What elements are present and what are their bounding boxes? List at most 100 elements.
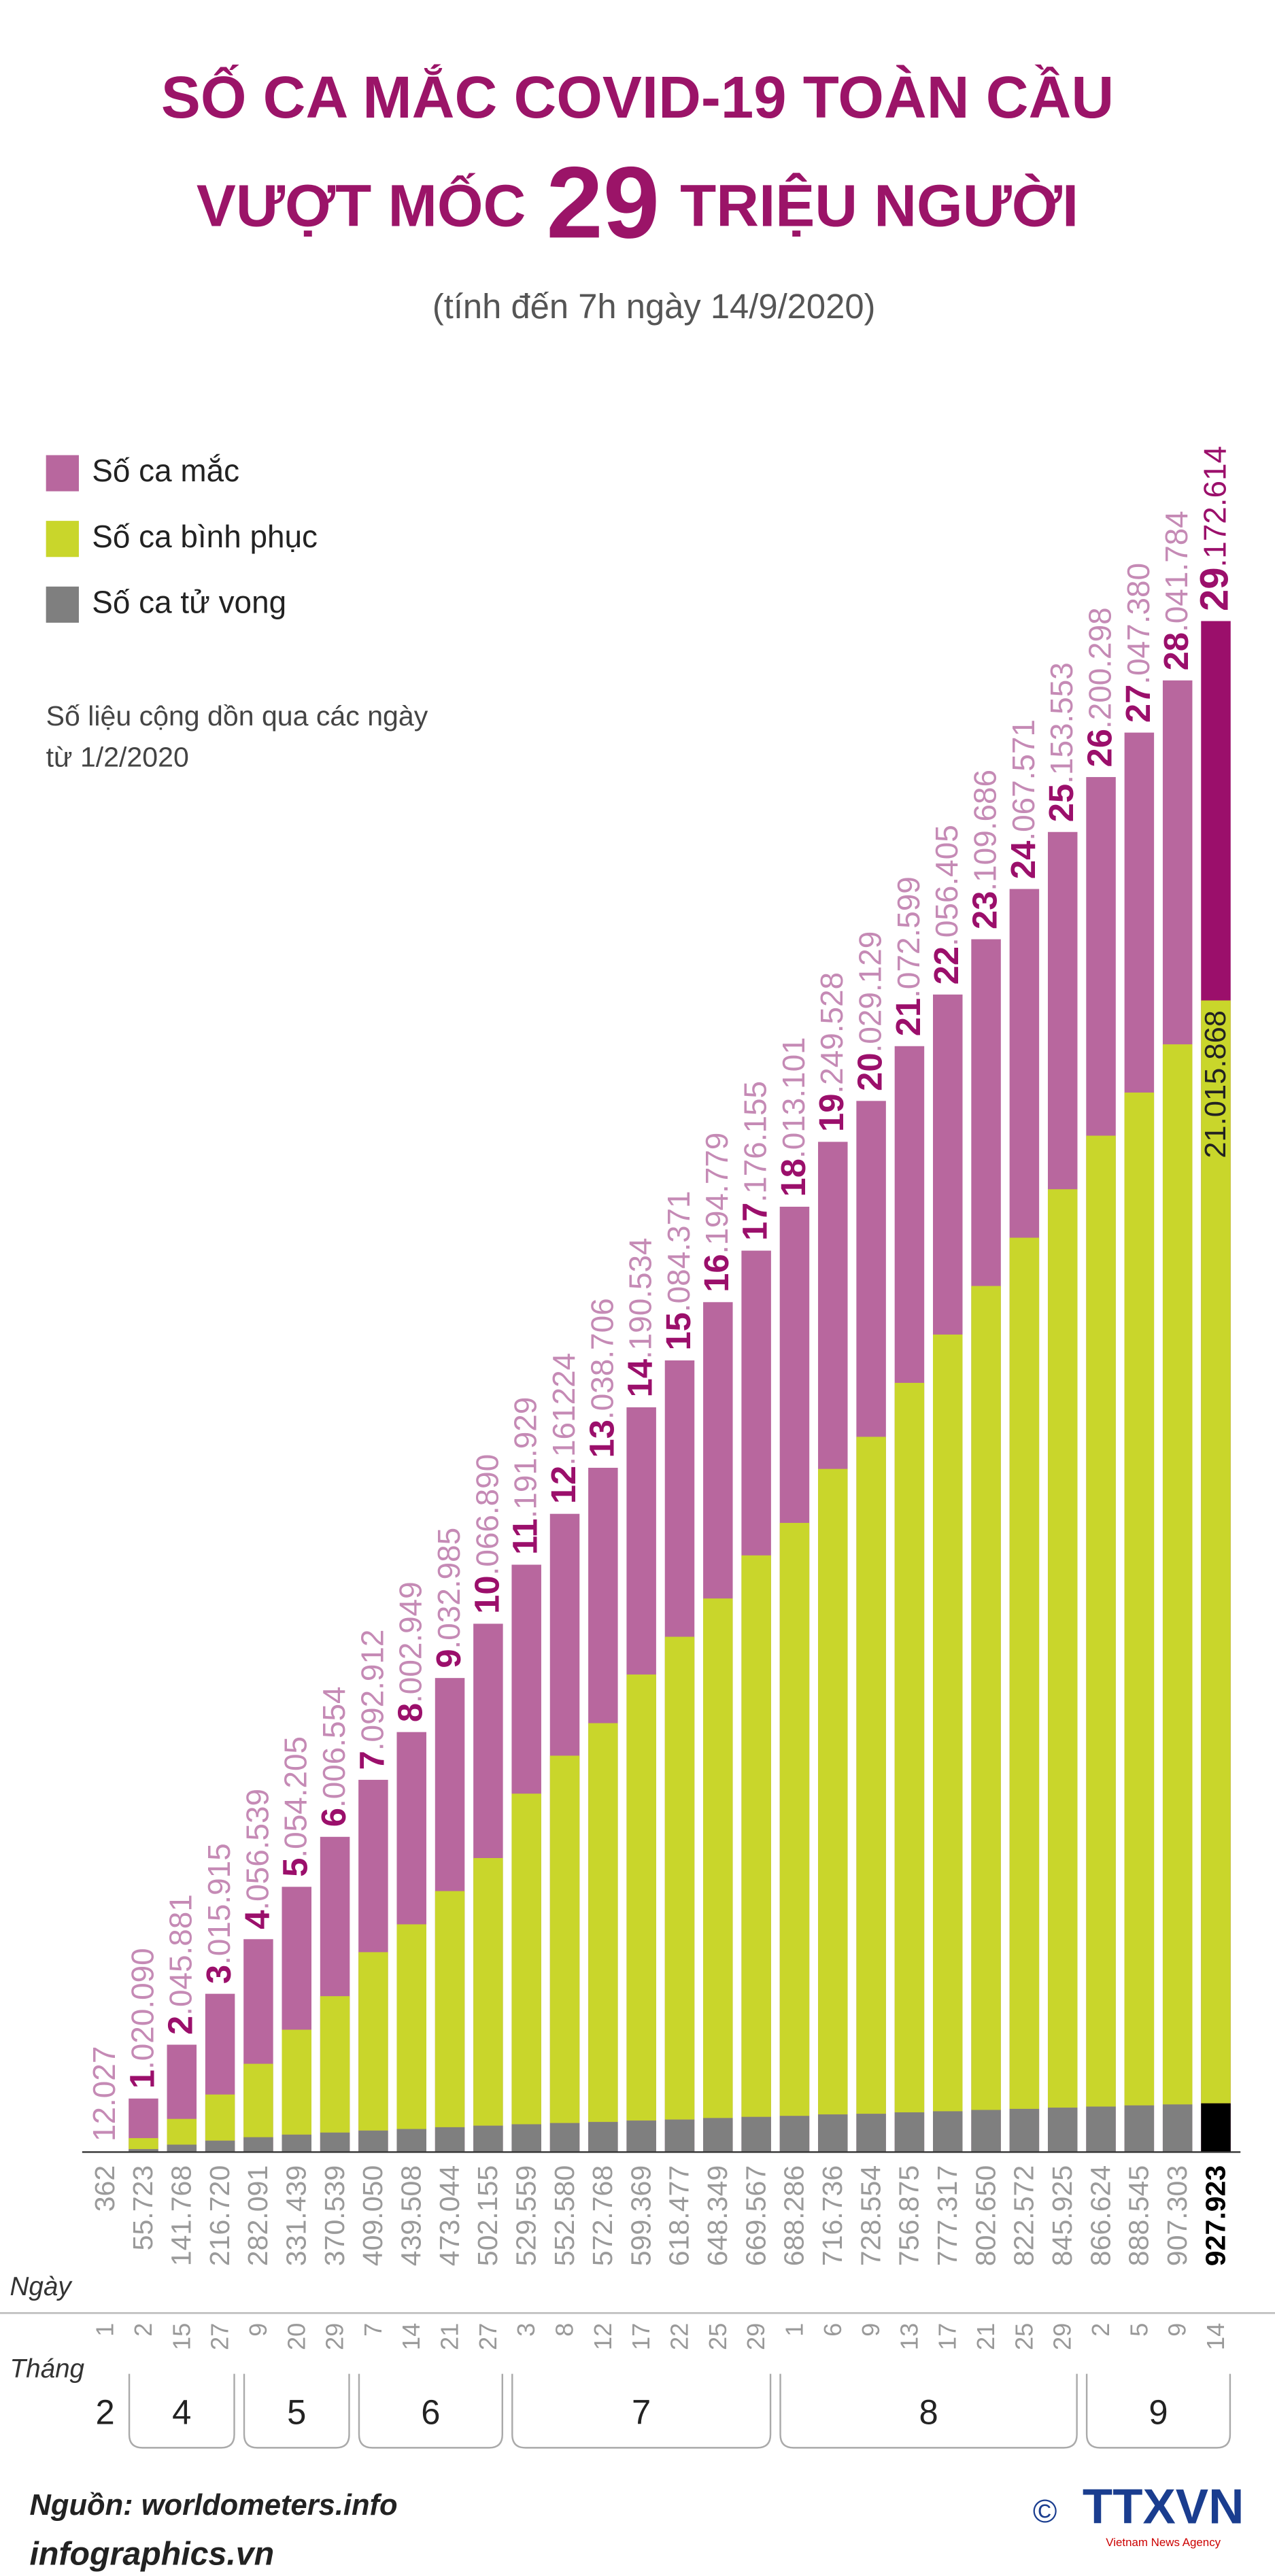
day-label: 25 (1010, 2323, 1038, 2350)
bar-deaths (396, 2129, 426, 2152)
bar-deaths (549, 2123, 580, 2152)
deaths-label: 688.286 (779, 2165, 810, 2266)
bar-recovered (243, 2063, 273, 2137)
cases-label-millions: 5 (276, 1858, 315, 1877)
deaths-label: 822.572 (1008, 2165, 1040, 2266)
deaths-label: 362 (89, 2165, 120, 2212)
cases-label-millions: 4 (238, 1910, 277, 1929)
bar-deaths (856, 2114, 886, 2152)
cases-label-millions: 10 (468, 1575, 507, 1613)
deaths-label: 618.477 (664, 2165, 695, 2266)
bar-deaths (358, 2130, 388, 2152)
cases-label-millions: 9 (429, 1649, 468, 1668)
month-bracket (128, 2373, 235, 2449)
day-label: 17 (934, 2323, 962, 2350)
cases-label: 23.109.686 (966, 770, 1004, 929)
bar-deaths (282, 2134, 312, 2152)
cases-label-millions: 12 (544, 1466, 583, 1504)
cases-label: 3.015.915 (199, 1843, 238, 1984)
day-label: 21 (436, 2323, 464, 2350)
legend-swatch (46, 521, 79, 557)
cases-label-rest: .176.155 (738, 1081, 773, 1203)
cases-label: 5.054.205 (276, 1736, 315, 1877)
cases-label-millions: 19 (813, 1094, 851, 1132)
deaths-label: 728.554 (855, 2165, 886, 2266)
cases-label-rest: .190.534 (623, 1237, 658, 1359)
site: infographics.vn (29, 2536, 274, 2573)
cases-label: 8.002.949 (391, 1581, 430, 1722)
cases-label-rest: .020.090 (125, 1948, 160, 2070)
bar-deaths (664, 2119, 695, 2152)
note: từ 1/2/2020 (46, 741, 189, 772)
cases-label-rest: .002.949 (393, 1581, 428, 1703)
month-label: 4 (172, 2392, 191, 2431)
bar-recovered (129, 2137, 158, 2150)
cases-label-millions: 11 (506, 1518, 545, 1555)
deaths-label: 888.545 (1123, 2165, 1155, 2266)
cases-label-millions: 1 (123, 2070, 162, 2089)
bar-recovered (818, 1469, 848, 2115)
day-label: 5 (1125, 2323, 1153, 2337)
bar-deaths (818, 2114, 848, 2152)
title-prefix: VƯỢT MỐC (197, 173, 526, 239)
cases-label-rest: .092.912 (354, 1630, 390, 1751)
legend-swatch (46, 455, 79, 492)
day-label: 14 (1202, 2323, 1229, 2350)
deaths-label: 845.925 (1047, 2165, 1078, 2266)
bar-recovered (741, 1555, 771, 2117)
day-axis-label: Ngày (10, 2272, 73, 2301)
recovered-label: 21.015.868 (1200, 1010, 1232, 1158)
month-label: 8 (919, 2392, 938, 2431)
legend-label: Số ca tử vong (92, 584, 286, 619)
bar-deaths (971, 2110, 1001, 2152)
month-bracket (243, 2373, 350, 2449)
bar-recovered (282, 2029, 312, 2135)
legend-label: Số ca mắc (92, 453, 239, 488)
day-label: 2 (129, 2323, 157, 2337)
deaths-label: 216.720 (204, 2165, 235, 2266)
cases-label-rest: .194.779 (699, 1133, 734, 1254)
bar-recovered (1124, 1093, 1155, 2106)
bar-recovered (703, 1598, 733, 2118)
cases-label-rest: .249.528 (814, 972, 849, 1094)
bar-deaths (588, 2122, 618, 2152)
cases-label-rest: .032.985 (431, 1528, 466, 1649)
deaths-label: 409.050 (357, 2165, 388, 2266)
bar-deaths (626, 2120, 656, 2152)
day-label: 13 (895, 2323, 923, 2350)
bar-recovered (396, 1924, 426, 2129)
cases-label-rest: 12.027 (86, 2046, 122, 2142)
cases-label: 20.029.129 (851, 931, 889, 1091)
cases-label: 10.066.890 (468, 1454, 507, 1614)
day-label: 12 (589, 2323, 617, 2350)
day-label: 25 (704, 2323, 732, 2350)
bar-deaths (473, 2125, 503, 2152)
bar-deaths (205, 2140, 235, 2152)
cases-label: 27.047.380 (1119, 563, 1157, 723)
cases-label: 29.172.614 (1193, 446, 1237, 611)
deaths-label: 439.508 (395, 2165, 426, 2266)
cases-label-rest: .015.915 (201, 1843, 237, 1965)
cases-label-millions: 20 (851, 1052, 889, 1090)
day-label: 17 (627, 2323, 655, 2350)
month-bracket (779, 2373, 1078, 2449)
deaths-label: 907.303 (1161, 2165, 1193, 2266)
cases-label: 21.072.599 (889, 876, 928, 1036)
day-label: 3 (512, 2323, 540, 2337)
cases-label-millions: 29 (1193, 568, 1237, 611)
cases-label-rest: .153.553 (1044, 662, 1079, 784)
subtitle: (tính đến 7h ngày 14/9/2020) (432, 287, 876, 326)
cases-label-millions: 25 (1042, 784, 1081, 822)
day-label: 27 (474, 2323, 502, 2350)
deaths-label: 141.768 (166, 2165, 197, 2266)
cases-label-millions: 26 (1081, 729, 1119, 767)
bar-deaths (933, 2111, 963, 2152)
bar-deaths (779, 2116, 810, 2152)
cases-label: 24.067.571 (1004, 719, 1042, 879)
month-label: 7 (632, 2392, 651, 2431)
bar-deaths (1086, 2106, 1116, 2152)
cases-label-millions: 8 (391, 1703, 430, 1722)
deaths-label: 866.624 (1085, 2165, 1116, 2266)
bar-recovered (205, 2094, 235, 2141)
